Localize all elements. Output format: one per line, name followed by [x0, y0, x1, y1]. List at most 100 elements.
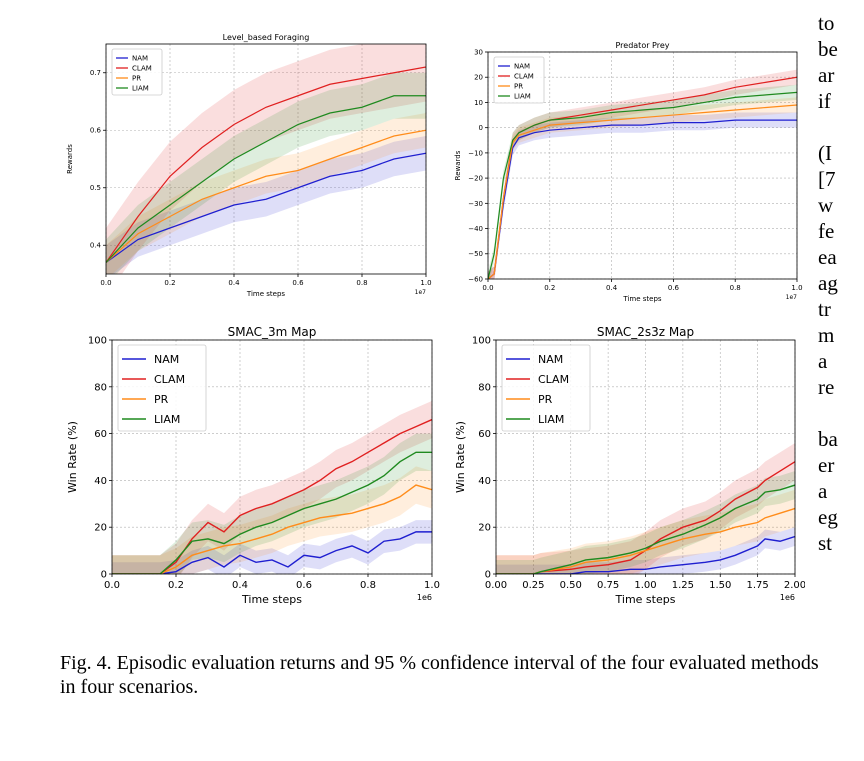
series-line-clam: [496, 461, 795, 574]
x-axis-label: Time steps: [241, 593, 302, 606]
series-line-pr: [106, 129, 426, 263]
y-tick-label: −50: [468, 250, 483, 258]
x-tick-label: 0.6: [296, 580, 312, 591]
legend-label-pr: PR: [514, 83, 523, 91]
legend-label-nam: NAM: [514, 63, 530, 71]
y-tick-label: −60: [468, 275, 483, 283]
right-column-line: fe: [818, 219, 835, 243]
series-line-nam: [488, 119, 797, 279]
series-line-liam: [496, 484, 795, 574]
right-column-line: to: [818, 11, 835, 35]
right-column-line: eg: [818, 505, 838, 529]
series-line-liam: [112, 451, 432, 574]
legend-label-pr: PR: [154, 393, 169, 406]
plot-frame: [487, 51, 798, 280]
x-tick-label: 0.6: [668, 284, 680, 292]
x-tick-label: 0.2: [168, 580, 184, 591]
right-column-line: ba: [818, 427, 838, 451]
right-column-line: (I: [818, 141, 832, 165]
chart-smac-3m: 0.0 0.2 0.4 0.6 0.8 1.0 0 20 40 60 80 100 SMAC_3m Ma…: [62, 318, 442, 618]
series-line-nam: [496, 535, 795, 574]
x-tick-label: 0.0: [104, 580, 120, 591]
chart-title: SMAC_3m Map: [228, 325, 317, 339]
x-scale-label: 1e7: [415, 289, 427, 296]
y-tick-label: 30: [474, 48, 483, 56]
x-tick-label: 0.75: [597, 580, 619, 591]
chart-smac-3m-svg: 0.0 0.2 0.4 0.6 0.8 1.0 0 20 40 60 80 100 SMAC_3m Ma…: [66, 325, 440, 606]
series-line-liam: [106, 95, 426, 263]
chart-title: Predator Prey: [615, 41, 669, 50]
x-tick-label: 1.50: [709, 580, 731, 591]
series-group: [106, 44, 426, 274]
confidence-band-liam: [106, 72, 426, 274]
x-tick-label: 0.2: [544, 284, 555, 292]
legend-box: [117, 344, 207, 432]
y-tick-label: 80: [94, 382, 107, 393]
right-column-line: if: [818, 89, 831, 113]
x-tick-label: 0.4: [232, 580, 248, 591]
series-group: [488, 69, 797, 279]
right-column-line: ar: [818, 63, 835, 87]
y-axis-label: Win Rate (%): [454, 421, 467, 493]
series-line-pr: [496, 507, 795, 574]
y-tick-label: 40: [478, 476, 491, 487]
right-column-line: m: [818, 323, 835, 347]
legend-label-pr: PR: [132, 75, 141, 83]
x-tick-label: 0.6: [292, 279, 304, 287]
x-tick-label: 1.0: [420, 279, 431, 287]
chart-level-based-foraging: 0.0 0.2 0.4 0.6 0.8 1.0 0.4 0.5 0.6 0.7 Level_base…: [62, 30, 432, 310]
legend-label-liam: LIAM: [538, 413, 564, 426]
x-tick-label: 0.25: [522, 580, 544, 591]
x-tick-label: 1.00: [634, 580, 656, 591]
x-tick-label: 0.0: [100, 279, 111, 287]
legend-label-liam: LIAM: [132, 85, 149, 93]
right-column-line: ag: [818, 271, 838, 295]
right-column-line: tr: [818, 297, 831, 321]
x-tick-label: 2.00: [784, 580, 805, 591]
y-tick-label: 60: [94, 429, 107, 440]
right-column-line: w: [818, 193, 834, 217]
plot-frame: [105, 43, 427, 275]
series-line-pr: [112, 484, 432, 574]
confidence-band-nam: [496, 527, 795, 574]
x-tick-label: 0.8: [356, 279, 367, 287]
y-tick-label: 0.4: [90, 242, 102, 250]
y-tick-label: 0: [479, 124, 483, 132]
legend-box: [501, 344, 591, 432]
legend-label-clam: CLAM: [132, 65, 152, 73]
chart-title: Level_based Foraging: [223, 33, 310, 42]
plot-frame: [111, 339, 433, 575]
y-tick-label: 0: [485, 570, 491, 581]
x-tick-label: 1.25: [672, 580, 694, 591]
y-tick-label: 40: [94, 476, 107, 487]
series-line-nam: [112, 531, 432, 574]
x-tick-label: 1.0: [424, 580, 440, 591]
x-tick-label: 0.50: [560, 580, 582, 591]
x-tick-label: 0.0: [482, 284, 493, 292]
y-tick-label: 80: [478, 382, 491, 393]
confidence-band-nam: [112, 520, 432, 574]
right-column-line: a: [818, 479, 828, 503]
series-line-nam: [106, 152, 426, 263]
x-axis-label: Time steps: [246, 290, 285, 298]
legend-label-nam: NAM: [154, 353, 179, 366]
chart-title: SMAC_2s3z Map: [597, 325, 694, 339]
y-tick-label: 20: [474, 74, 483, 82]
confidence-band-clam: [488, 69, 797, 279]
figure-caption: Fig. 4. Episodic evaluation returns and …: [60, 652, 819, 698]
y-tick-label: 0.5: [90, 184, 101, 192]
x-tick-label: 0.8: [730, 284, 741, 292]
y-tick-label: 100: [88, 336, 107, 347]
y-tick-label: 20: [478, 523, 491, 534]
x-tick-label: 1.75: [746, 580, 768, 591]
right-column-line: [818, 114, 864, 140]
x-tick-label: 0.4: [228, 279, 240, 287]
x-axis-label: Time steps: [615, 593, 676, 606]
y-tick-label: −40: [468, 225, 483, 233]
y-axis-label: Rewards: [66, 144, 74, 174]
y-tick-label: 100: [472, 336, 491, 347]
y-axis-label: Rewards: [454, 150, 462, 180]
y-tick-label: −10: [468, 149, 483, 157]
legend-box: [493, 56, 545, 104]
legend-label-pr: PR: [538, 393, 553, 406]
